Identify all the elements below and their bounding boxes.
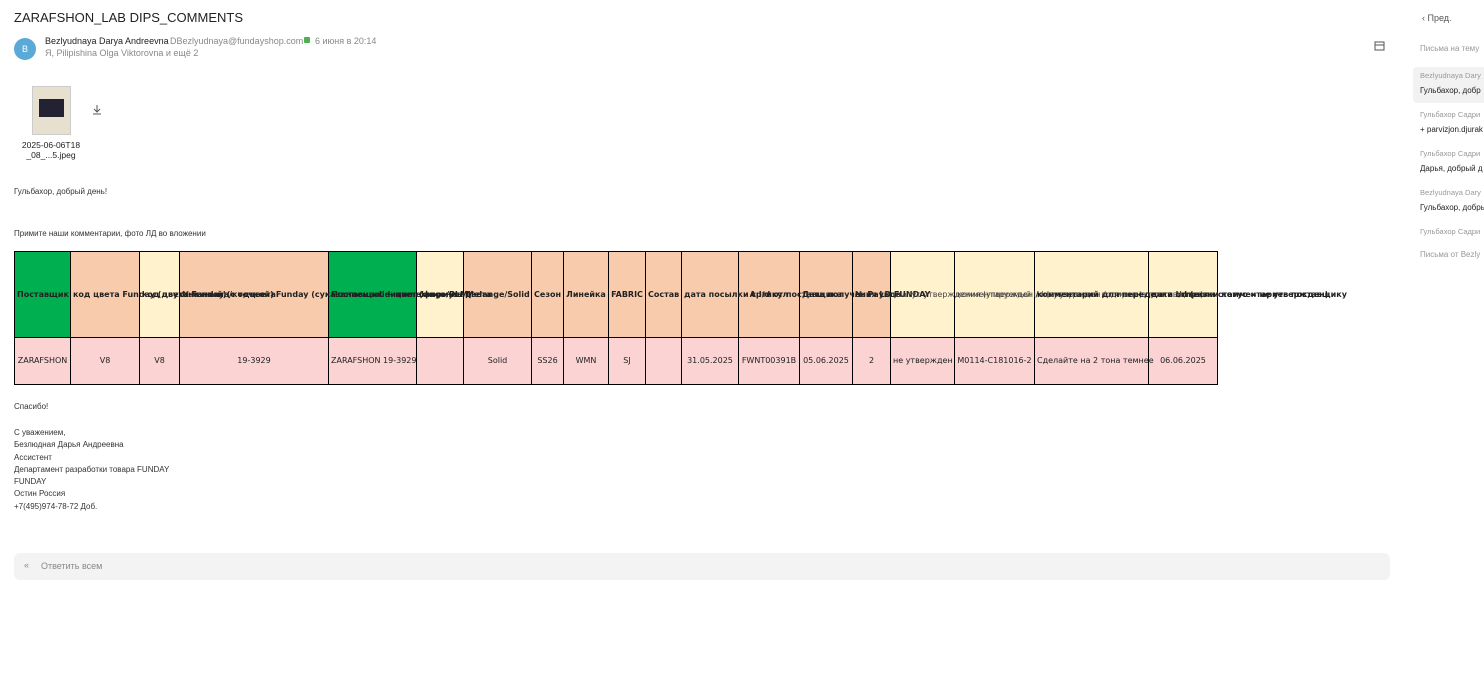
data-cell: 06.06.2025 <box>1148 337 1218 385</box>
data-cell: 2 <box>852 337 891 385</box>
reply-bar[interactable]: « Ответить всем <box>14 553 1390 580</box>
thread-sender: Bezlyudnaya Dary <box>1420 71 1481 80</box>
signature-line: Остин Россия <box>14 489 66 499</box>
signature-line: Безлюдная Дарья Андреевна <box>14 440 124 450</box>
data-cell: FWNT00391B <box>738 337 800 385</box>
header-cell: Поставщик + цвет (формула) <box>328 251 469 338</box>
header-cell: Артикул <box>738 251 800 338</box>
data-cell: V8 <box>139 337 180 385</box>
data-cell: V8 <box>70 337 140 385</box>
reply-label[interactable]: Ответить всем <box>41 561 103 571</box>
from-title[interactable]: Письма от Bezly <box>1420 250 1481 259</box>
thread-item[interactable]: Гульбахор Садри <box>1413 223 1484 253</box>
data-cell: Сделайте на 2 тона темнее <box>1034 337 1154 385</box>
prev-button[interactable]: ‹ Пред. <box>1422 13 1452 23</box>
attachment-thumbnail[interactable] <box>32 86 71 135</box>
thread-title: Письма на тему <box>1420 44 1480 53</box>
lock-icon <box>304 37 310 43</box>
data-cell: SS26 <box>531 337 564 385</box>
thread-sender: Bezlyudnaya Dary <box>1420 188 1481 197</box>
thread-item[interactable]: Гульбахор Садри Дарья, добрый д <box>1413 145 1484 175</box>
thread-sender: Гульбахор Садри <box>1420 227 1481 236</box>
data-cell: Solid <box>463 337 532 385</box>
greeting: Гульбахор, добрый день! <box>14 187 108 196</box>
data-cell <box>416 337 464 385</box>
thread-item[interactable]: Гульбахор Садри + parvizjon.djurak <box>1413 106 1484 136</box>
header-cell: дата посылки с l/d от поставщика <box>681 251 842 338</box>
header-cell: Сезон <box>531 251 564 338</box>
intro: Примите наши комментарии, фото ЛД во вло… <box>14 229 206 238</box>
header-cell: комментарий для переделки l/d (если стат… <box>1034 251 1328 338</box>
header-cell: Поставщик <box>14 251 71 338</box>
header-cell: комментируемый l/d (внутренняя кодировка… <box>954 251 1203 338</box>
thread-item[interactable]: Bezlyudnaya Dary Гульбахор, добр <box>1413 67 1484 103</box>
header-cell: дата отправки комментариев поставщику <box>1148 251 1347 338</box>
thread-item[interactable]: Bezlyudnaya Dary Гульбахор, добрь <box>1413 184 1484 214</box>
calendar-icon[interactable] <box>1374 40 1386 52</box>
data-cell: ZARAFSHON 19-3929 <box>328 337 417 385</box>
header-cell: Состав <box>645 251 682 338</box>
data-cell: не утвержден <box>890 337 955 385</box>
attachment-name[interactable]: 2025-06-06T18_08_...5.jpeg <box>21 140 81 160</box>
download-icon[interactable] <box>91 104 103 116</box>
header-cell: статус утверждения (утвержден / не утвер… <box>890 251 1142 338</box>
signature-line: +7(495)974-78-72 Доб. <box>14 501 98 511</box>
data-row: ZARAFSHON V8 V8 19-3929 ZARAFSHON 19-3929 Sol… <box>14 337 1218 385</box>
signature-line: Ассистент <box>14 452 52 462</box>
recipients[interactable]: Я, Pilipishina Olga Viktorovna и ещё 2 <box>45 48 199 58</box>
header-cell: Линейка <box>563 251 609 338</box>
data-cell: ZARAFSHON <box>14 337 71 385</box>
thread-sender: Гульбахор Садри <box>1420 149 1481 158</box>
header-cell: № Раунда <box>852 251 901 338</box>
thread-sender: Гульбахор Садри <box>1420 110 1481 119</box>
header-cell: FABRIC <box>608 251 646 338</box>
signature-line: FUNDAY <box>14 477 47 487</box>
date: 6 июня в 20:14 <box>315 36 377 46</box>
thread-snippet: Гульбахор, добрь <box>1420 203 1484 212</box>
prev-label[interactable]: Пред. <box>1427 13 1452 23</box>
signature-line: Департамент разработки товара FUNDAY <box>14 464 170 474</box>
signature: С уважением, Безлюдная Дарья Андреевна Асс… <box>14 427 169 513</box>
header-cell: код цвета Funday (с точкой) <box>139 251 274 338</box>
header-cell: описание цвета <box>416 251 492 338</box>
header-cell: код цвета Funday (двухзначный) <box>70 251 226 338</box>
header-cell: Дата получения LD FUNDAY <box>799 251 930 338</box>
header-cell: Melange/Solid <box>463 251 532 338</box>
thread-snippet: + parvizjon.djurak <box>1420 125 1483 134</box>
header-cell: №пантона/кодцветаFunday (суказаниемsolid… <box>179 251 472 338</box>
thanks: Спасибо! <box>14 402 49 411</box>
data-cell: 05.06.2025 <box>799 337 853 385</box>
data-cell: WMN <box>563 337 609 385</box>
thread-snippet: Дарья, добрый д <box>1420 164 1483 173</box>
subject: ZARAFSHON_LAB DIPS_COMMENTS <box>14 10 243 25</box>
sender-email[interactable]: DBezlyudnaya@fundayshop.com <box>170 36 304 46</box>
sender-name[interactable]: Bezlyudnaya Darya Andreevna <box>45 36 169 46</box>
data-cell: SJ <box>608 337 646 385</box>
sidebar: ‹ Пред. Письма на тему Письма от Bezly B… <box>1410 0 1484 675</box>
avatar[interactable]: B <box>14 38 36 60</box>
data-cell: 19-3929 <box>179 337 329 385</box>
data-cell: M0114-C181016-2 <box>954 337 1035 385</box>
data-cell: 31.05.2025 <box>681 337 739 385</box>
signature-line: С уважением, <box>14 428 66 437</box>
thread-snippet: Гульбахор, добр <box>1420 86 1481 95</box>
data-cell <box>645 337 682 385</box>
